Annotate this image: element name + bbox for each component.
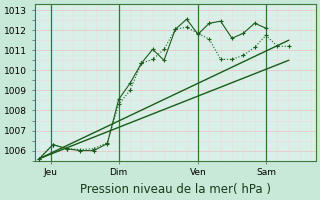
X-axis label: Pression niveau de la mer( hPa ): Pression niveau de la mer( hPa ) xyxy=(80,183,271,196)
